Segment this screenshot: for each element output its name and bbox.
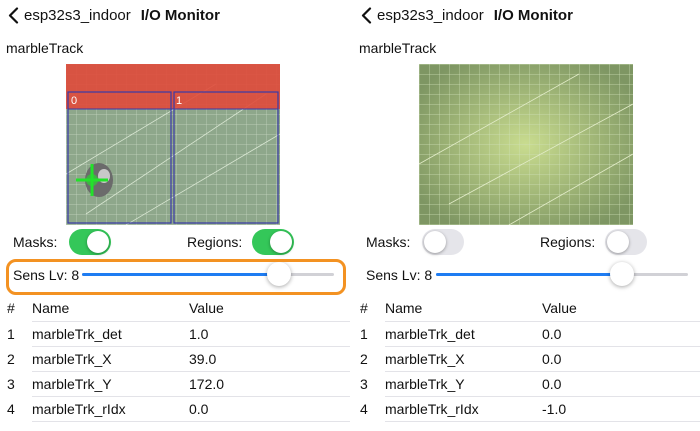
back-label: esp32s3_indoor — [24, 6, 131, 24]
table-header: # Name Value — [353, 296, 700, 322]
table-row: 4 marbleTrk_rIdx -1.0 — [353, 397, 700, 422]
sensitivity-label: Sens Lv: 8 — [13, 267, 80, 283]
region-label-0: 0 — [71, 95, 77, 107]
row-num: 4 — [7, 401, 15, 417]
region-label-1: 1 — [176, 95, 182, 107]
slider-thumb[interactable] — [266, 262, 291, 286]
mask-overlay — [66, 64, 280, 109]
row-value: 0.0 — [542, 376, 562, 392]
sensitivity-label: Sens Lv: 8 — [366, 267, 433, 283]
table-row: 1 marbleTrk_det 0.0 — [353, 322, 700, 347]
table-header: # Name Value — [0, 296, 350, 322]
regions-label: Regions: — [187, 234, 243, 250]
sensitivity-slider-row: Sens Lv: 8 — [6, 259, 344, 289]
masks-label: Masks: — [366, 234, 411, 250]
right-panel: esp32s3_indoor I/O Monitor marbleTrack M… — [353, 0, 700, 431]
row-name: marbleTrk_det — [385, 326, 475, 342]
masks-label: Masks: — [13, 234, 58, 250]
regions-toggle[interactable] — [252, 229, 294, 255]
row-name: marbleTrk_Y — [32, 376, 112, 392]
row-name: marbleTrk_X — [32, 351, 112, 367]
region-box-0 — [67, 91, 172, 224]
camera-preview: 0 1 — [66, 64, 280, 225]
row-value: 0.0 — [542, 326, 562, 342]
left-panel: esp32s3_indoor I/O Monitor marbleTrack 0… — [0, 4, 350, 422]
page-title: I/O Monitor — [493, 6, 573, 24]
region-box-1 — [173, 91, 279, 224]
col-header-value: Value — [542, 300, 577, 316]
row-value: 0.0 — [542, 351, 562, 367]
col-header-name: Name — [385, 300, 423, 316]
row-value: 39.0 — [189, 351, 217, 367]
row-name: marbleTrk_rIdx — [385, 401, 479, 417]
table-row: 1 marbleTrk_det 1.0 — [0, 322, 350, 347]
row-name: marbleTrk_rIdx — [32, 401, 126, 417]
toggles-row: Masks: Regions: — [353, 229, 700, 255]
crosshair-marker-icon — [76, 164, 108, 196]
slider-thumb[interactable] — [610, 262, 635, 286]
col-header-name: Name — [32, 300, 70, 316]
sensitivity-slider[interactable] — [436, 262, 688, 286]
row-value: 1.0 — [189, 326, 209, 342]
sensitivity-slider-row: Sens Lv: 8 — [359, 259, 697, 289]
sensitivity-slider[interactable] — [82, 262, 334, 286]
io-table: # Name Value 1 marbleTrk_det 1.0 2 marbl… — [0, 296, 350, 422]
row-num: 2 — [360, 351, 368, 367]
back-button[interactable]: esp32s3_indoor — [8, 7, 131, 24]
col-header-num: # — [360, 300, 368, 316]
table-row: 3 marbleTrk_Y 172.0 — [0, 372, 350, 397]
row-num: 4 — [360, 401, 368, 417]
slider-fill — [436, 273, 623, 276]
back-label: esp32s3_indoor — [377, 6, 484, 24]
row-name: marbleTrk_X — [385, 351, 465, 367]
row-num: 3 — [7, 376, 15, 392]
row-num: 1 — [7, 326, 15, 342]
row-num: 3 — [360, 376, 368, 392]
table-row: 2 marbleTrk_X 0.0 — [353, 347, 700, 372]
section-title: marbleTrack — [359, 40, 437, 56]
row-value: 172.0 — [189, 376, 225, 392]
table-row: 3 marbleTrk_Y 0.0 — [353, 372, 700, 397]
masks-toggle[interactable] — [422, 229, 464, 255]
nav-header: esp32s3_indoor I/O Monitor — [361, 4, 573, 26]
chevron-left-icon — [8, 6, 19, 24]
section-title: marbleTrack — [6, 40, 84, 56]
highlight-box — [6, 259, 346, 295]
row-num: 2 — [7, 351, 15, 367]
back-button[interactable]: esp32s3_indoor — [361, 7, 484, 24]
col-header-num: # — [7, 300, 15, 316]
regions-toggle[interactable] — [605, 229, 647, 255]
regions-label: Regions: — [540, 234, 596, 250]
chevron-left-icon — [361, 6, 372, 24]
page-title: I/O Monitor — [140, 6, 220, 24]
col-header-value: Value — [189, 300, 224, 316]
table-row: 4 marbleTrk_rIdx 0.0 — [0, 397, 350, 422]
row-value: 0.0 — [189, 401, 209, 417]
row-num: 1 — [360, 326, 368, 342]
row-value: -1.0 — [542, 401, 567, 417]
io-table: # Name Value 1 marbleTrk_det 0.0 2 marbl… — [353, 296, 700, 422]
row-name: marbleTrk_Y — [385, 376, 465, 392]
table-row: 2 marbleTrk_X 39.0 — [0, 347, 350, 372]
slider-fill — [82, 273, 279, 276]
camera-preview — [419, 64, 633, 225]
toggles-row: Masks: Regions: — [0, 229, 350, 255]
masks-toggle[interactable] — [69, 229, 111, 255]
row-name: marbleTrk_det — [32, 326, 122, 342]
nav-header: esp32s3_indoor I/O Monitor — [8, 4, 220, 26]
